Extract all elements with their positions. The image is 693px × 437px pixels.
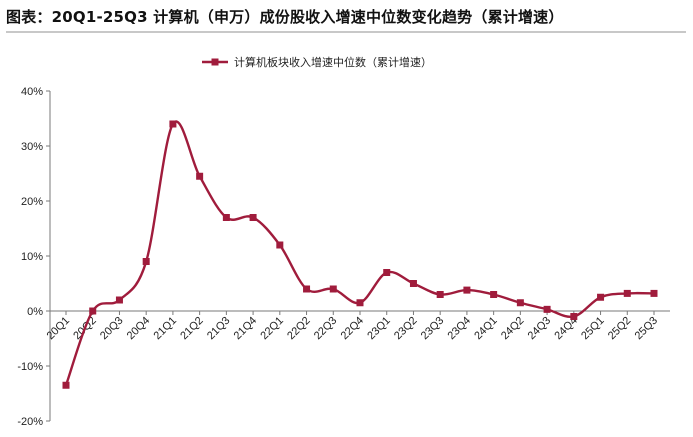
x-tick-label: 25Q3 bbox=[633, 315, 661, 343]
data-point-marker bbox=[356, 299, 364, 307]
data-point-marker bbox=[169, 120, 177, 128]
y-tick-label: 40% bbox=[21, 86, 43, 98]
data-point-marker bbox=[490, 291, 498, 298]
data-point-marker bbox=[115, 296, 123, 304]
data-point-marker bbox=[62, 381, 70, 389]
x-tick-label: 20Q1 bbox=[45, 315, 73, 343]
series-layer bbox=[62, 120, 658, 389]
data-point-marker bbox=[142, 258, 150, 265]
data-point-marker bbox=[222, 214, 230, 221]
x-tick-label: 23Q3 bbox=[419, 315, 447, 343]
data-point-marker bbox=[276, 241, 284, 249]
data-point-marker bbox=[597, 293, 605, 301]
legend: 计算机板块收入增速中位数（累计增速） bbox=[202, 55, 432, 69]
x-tick-label: 21Q3 bbox=[205, 315, 233, 343]
x-tick-label: 24Q2 bbox=[499, 315, 527, 343]
x-tick-label: 22Q2 bbox=[285, 315, 313, 343]
y-tick-label: 0% bbox=[27, 306, 43, 318]
x-tick-label: 22Q4 bbox=[339, 315, 367, 343]
data-point-marker bbox=[570, 313, 578, 320]
data-point-marker bbox=[409, 280, 417, 287]
x-tick-label: 21Q1 bbox=[152, 315, 180, 343]
y-tick-label: 10% bbox=[21, 251, 43, 263]
x-tick-label: 21Q2 bbox=[178, 315, 206, 343]
x-tick-label: 21Q4 bbox=[232, 315, 260, 343]
data-point-marker bbox=[436, 291, 444, 298]
x-tick-label: 22Q1 bbox=[258, 315, 286, 343]
series-line bbox=[64, 120, 655, 386]
x-tick-label: 20Q4 bbox=[125, 315, 153, 343]
data-point-marker bbox=[329, 285, 337, 293]
y-tick-label: -20% bbox=[17, 416, 43, 428]
legend-marker-swatch bbox=[211, 58, 219, 66]
y-tick-label: 20% bbox=[21, 196, 43, 208]
y-tick-label: 30% bbox=[21, 141, 43, 153]
x-tick-label: 20Q3 bbox=[98, 315, 126, 343]
x-tick-label: 23Q1 bbox=[365, 315, 393, 343]
data-point-marker bbox=[383, 269, 391, 276]
data-point-marker bbox=[249, 214, 257, 221]
data-point-marker bbox=[623, 289, 631, 297]
data-point-marker bbox=[463, 286, 471, 294]
y-axis: -20% -10% 0% 10% 20% 30% 40% bbox=[17, 86, 51, 428]
legend-label: 计算机板块收入增速中位数（累计增速） bbox=[234, 55, 432, 69]
x-tick-label: 24Q1 bbox=[472, 315, 500, 343]
x-tick-label: 23Q4 bbox=[446, 315, 474, 343]
data-point-marker bbox=[303, 285, 311, 293]
title-divider bbox=[6, 31, 686, 33]
x-tick-label: 25Q2 bbox=[606, 315, 634, 343]
x-tick-label: 25Q1 bbox=[579, 315, 607, 343]
data-point-marker bbox=[196, 172, 204, 180]
x-tick-label: 24Q3 bbox=[526, 315, 554, 343]
data-point-marker bbox=[89, 307, 97, 315]
data-point-marker bbox=[543, 305, 551, 313]
data-point-marker bbox=[516, 299, 524, 307]
y-tick-label: -10% bbox=[17, 361, 43, 373]
figure-title: 图表：20Q1-25Q3 计算机（申万）成份股收入增速中位数变化趋势（累计增速） bbox=[6, 8, 564, 26]
x-tick-label: 23Q2 bbox=[392, 315, 420, 343]
x-tick-label: 22Q3 bbox=[312, 315, 340, 343]
data-point-marker bbox=[650, 289, 658, 297]
